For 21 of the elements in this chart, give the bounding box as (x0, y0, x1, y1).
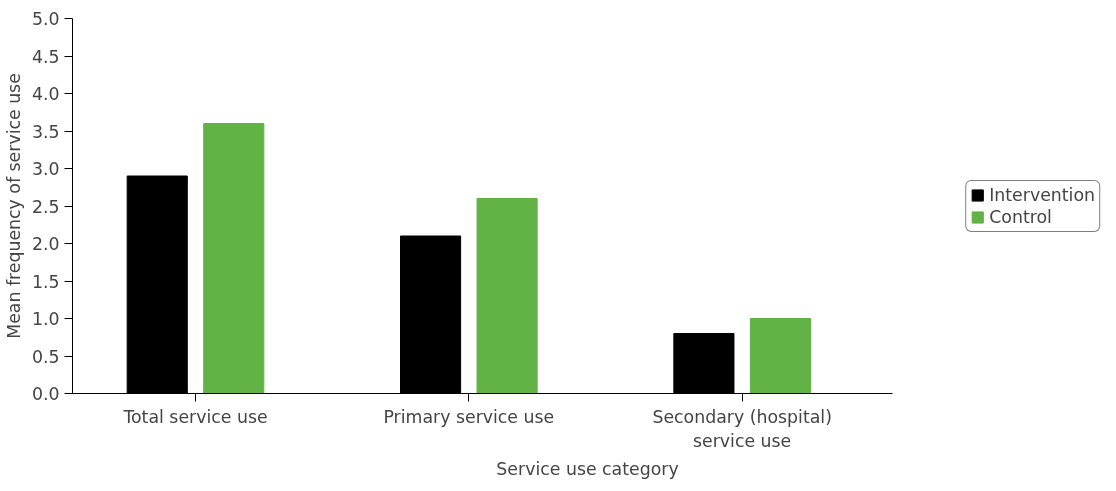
x-tick-label: Total service use (122, 406, 268, 427)
x-tick-label: Primary service use (383, 406, 555, 427)
y-tick-label: 5.0 (31, 9, 60, 29)
legend-label: Intervention (989, 184, 1095, 205)
x-axis-title: Service use category (496, 458, 679, 479)
x-tick-label: Secondary (hospital) service use (652, 406, 832, 451)
y-axis-title: Mean frequency of service use (3, 73, 24, 339)
y-tick-label: 2.0 (31, 234, 60, 254)
bar (203, 123, 265, 394)
y-tick-label: 3.0 (31, 159, 60, 179)
y-tick-label: 0.5 (31, 346, 60, 367)
bar (476, 198, 538, 394)
y-tick-label: 0.0 (31, 384, 60, 404)
y-tick-label: 3.5 (31, 121, 60, 142)
y-tick-label: 4.0 (31, 84, 60, 104)
y-tick-label: 1.5 (31, 271, 60, 292)
legend-label: Control (989, 206, 1052, 227)
y-tick-label: 1.0 (31, 309, 60, 329)
y-tick-label: 2.5 (31, 196, 60, 217)
y-tick-label: 4.5 (31, 46, 60, 67)
bar (749, 318, 811, 394)
